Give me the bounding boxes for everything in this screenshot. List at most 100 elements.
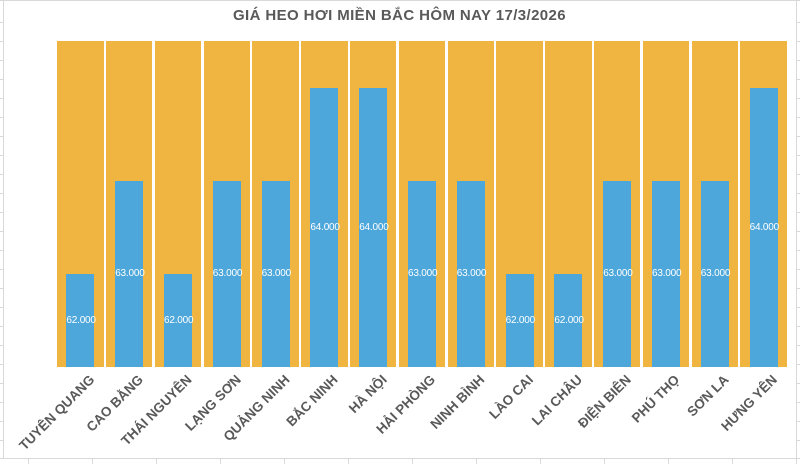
sheet-gridline bbox=[0, 288, 3, 289]
chart-title: GIÁ HEO HƠI MIỀN BẮC HÔM NAY 17/3/2026 bbox=[232, 7, 567, 24]
sheet-gridline bbox=[732, 459, 733, 464]
sheet-gridline bbox=[0, 250, 3, 251]
bar-value-label: 63.000 bbox=[700, 268, 731, 279]
sheet-gridline bbox=[796, 0, 797, 458]
bar-value-label: 64.000 bbox=[359, 221, 389, 233]
x-axis-label: LÀO CAI bbox=[486, 372, 537, 422]
sheet-gridline bbox=[156, 459, 157, 464]
sheet-gridline bbox=[0, 0, 800, 1]
bar-value-label: 62.000 bbox=[164, 314, 194, 326]
sheet-gridline bbox=[3, 0, 4, 458]
sheet-gridline bbox=[540, 459, 541, 464]
sheet-gridline bbox=[797, 174, 800, 175]
bar-value-label: 63.000 bbox=[456, 268, 487, 279]
bar-value-label: 63.000 bbox=[212, 268, 243, 279]
x-axis-label: HÀ NỘI bbox=[345, 372, 390, 417]
bar-value-label: 63.000 bbox=[115, 268, 145, 279]
sheet-gridline bbox=[797, 269, 800, 270]
value-bar: 63.000 bbox=[652, 181, 682, 367]
bar-value-label: 64.000 bbox=[310, 221, 340, 233]
sheet-gridline bbox=[0, 136, 3, 137]
sheet-gridline bbox=[92, 459, 93, 464]
bar-value-label: 63.000 bbox=[603, 268, 633, 279]
sheet-gridline bbox=[0, 117, 3, 118]
sheet-gridline bbox=[0, 60, 3, 61]
sheet-gridline bbox=[604, 459, 605, 464]
sheet-gridline bbox=[797, 22, 800, 23]
bar-value-label: 64.000 bbox=[749, 221, 780, 233]
sheet-gridline bbox=[797, 383, 800, 384]
sheet-gridline bbox=[0, 212, 3, 213]
sheet-gridline bbox=[797, 98, 800, 99]
sheet-gridline bbox=[668, 459, 669, 464]
sheet-gridline bbox=[0, 269, 3, 270]
sheet-gridline bbox=[797, 212, 800, 213]
x-axis-label: SƠN LA bbox=[684, 372, 732, 420]
value-bar: 63.000 bbox=[700, 181, 731, 367]
sheet-gridline bbox=[797, 402, 800, 403]
value-bar: 64.000 bbox=[359, 88, 389, 367]
bar-value-label: 62.000 bbox=[66, 314, 96, 326]
sheet-gridline bbox=[0, 193, 3, 194]
sheet-gridline bbox=[28, 459, 29, 464]
chart-canvas[interactable]: GIÁ HEO HƠI MIỀN BẮC HÔM NAY 17/3/2026 6… bbox=[3, 0, 796, 458]
sheet-gridline bbox=[797, 155, 800, 156]
value-bar: 62.000 bbox=[554, 274, 584, 367]
x-axis-label: TUYÊN QUANG bbox=[15, 372, 98, 454]
bar-value-label: 62.000 bbox=[505, 314, 536, 326]
sheet-gridline bbox=[348, 459, 349, 464]
sheet-gridline bbox=[0, 231, 3, 232]
sheet-gridline bbox=[797, 117, 800, 118]
x-axis-label: PHÚ THỌ bbox=[629, 372, 683, 426]
sheet-gridline bbox=[284, 459, 285, 464]
value-bar: 63.000 bbox=[212, 181, 243, 367]
sheet-gridline bbox=[0, 307, 3, 308]
sheet-gridline bbox=[0, 98, 3, 99]
sheet-gridline bbox=[797, 326, 800, 327]
sheet-gridline bbox=[0, 364, 3, 365]
value-bar: 63.000 bbox=[115, 181, 145, 367]
value-bar: 63.000 bbox=[408, 181, 438, 367]
sheet-gridline bbox=[0, 155, 3, 156]
sheet-gridline bbox=[0, 402, 3, 403]
sheet-gridline bbox=[0, 22, 3, 23]
value-bar: 63.000 bbox=[456, 181, 487, 367]
sheet-gridline bbox=[0, 383, 3, 384]
value-bar: 62.000 bbox=[66, 274, 96, 367]
sheet-gridline bbox=[797, 79, 800, 80]
bar-value-label: 63.000 bbox=[652, 268, 682, 279]
sheet-gridline bbox=[797, 364, 800, 365]
value-bar: 62.000 bbox=[505, 274, 536, 367]
sheet-gridline bbox=[0, 421, 3, 422]
sheet-gridline bbox=[797, 136, 800, 137]
x-axis-label: BẮC NINH bbox=[283, 372, 342, 430]
sheet-gridline bbox=[797, 231, 800, 232]
sheet-gridline bbox=[796, 459, 797, 464]
sheet-gridline bbox=[797, 421, 800, 422]
sheet-gridline bbox=[797, 60, 800, 61]
sheet-gridline bbox=[0, 326, 3, 327]
value-bar: 62.000 bbox=[164, 274, 194, 367]
sheet-gridline bbox=[797, 345, 800, 346]
sheet-gridline bbox=[797, 288, 800, 289]
sheet-gridline bbox=[797, 307, 800, 308]
sheet-gridline bbox=[797, 41, 800, 42]
bar-value-label: 62.000 bbox=[554, 314, 584, 326]
x-axis-labels: TUYÊN QUANG CAO BẰNG THÁI NGUYÊN LẠNG SƠN QU… bbox=[16, 372, 788, 458]
sheet-gridline bbox=[0, 41, 3, 42]
sheet-gridline bbox=[0, 458, 800, 459]
sheet-gridline bbox=[476, 459, 477, 464]
plot-area: 62.000 63.000 62.000 63.000 63.000 64.000 64.0… bbox=[56, 41, 788, 367]
sheet-gridline bbox=[797, 193, 800, 194]
value-bar: 64.000 bbox=[749, 88, 780, 367]
sheet-gridline bbox=[220, 459, 221, 464]
sheet-gridline bbox=[0, 440, 3, 441]
bar-value-label: 63.000 bbox=[261, 268, 292, 279]
bar-value-label: 63.000 bbox=[408, 268, 438, 279]
sheet-gridline bbox=[0, 79, 3, 80]
value-bar: 63.000 bbox=[261, 181, 292, 367]
sheet-gridline bbox=[797, 250, 800, 251]
sheet-gridline bbox=[0, 174, 3, 175]
value-bar: 63.000 bbox=[603, 181, 633, 367]
